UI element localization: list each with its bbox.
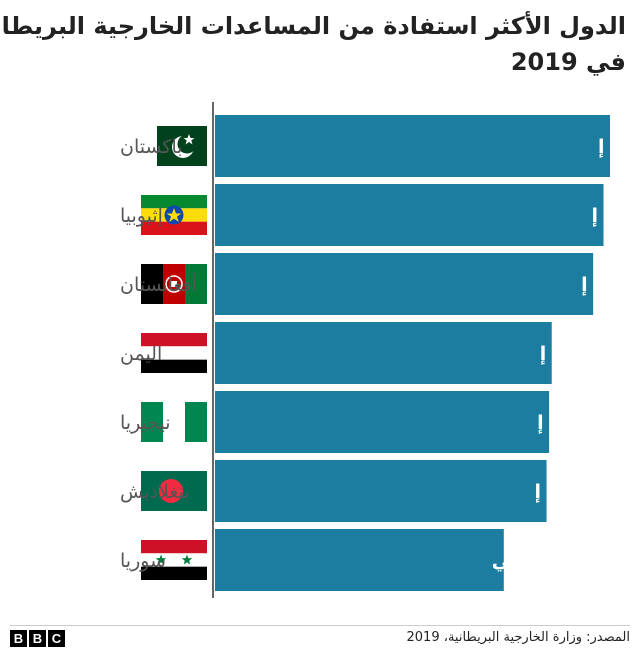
- bar: [215, 184, 604, 246]
- syria-flag: [141, 540, 207, 580]
- bbc-logo-letter: C: [48, 630, 65, 647]
- category-label: أفغانستان: [120, 272, 197, 296]
- bar: [215, 253, 594, 315]
- ethiopia-flag: [141, 195, 207, 235]
- bar-value-label: 292 ج إ: [581, 274, 640, 296]
- bar-value-label: 223 مليون جنيه إسترليني: [492, 550, 640, 572]
- chart-title-line-2: في 2019: [510, 48, 626, 76]
- bar: [215, 115, 610, 177]
- yemen-flag: [141, 333, 207, 373]
- category-label: اليمن: [120, 343, 162, 365]
- bar-value-label: 305 ج إ: [598, 136, 640, 158]
- nigeria-flag: [141, 402, 207, 442]
- bar-value-label: 300 ج إ: [592, 205, 640, 227]
- bar-chart: 305 ج إ باكستان 300 ج إ إثيوبيا 292 ج إ أفغان…: [120, 102, 640, 598]
- bbc-logo-letter: B: [29, 630, 46, 647]
- chart-title: الدول الأكثر استفادة من المساعدات الخارج…: [0, 8, 626, 80]
- bangladesh-flag: [141, 471, 207, 511]
- footer-divider: [10, 625, 630, 626]
- bar: [215, 391, 550, 453]
- category-label: بنغلاديش: [120, 481, 190, 503]
- category-label: إثيوبيا: [120, 205, 163, 228]
- bar: [215, 529, 504, 591]
- afghanistan-flag: [141, 264, 207, 304]
- bar: [215, 322, 552, 384]
- category-label: نيجيريا: [120, 412, 171, 434]
- category-label: سوريا: [120, 550, 166, 572]
- chart-title-line-1: الدول الأكثر استفادة من المساعدات الخارج…: [0, 12, 626, 40]
- source-note: المصدر: وزارة الخارجية البريطانية، 2019: [406, 630, 630, 645]
- bar-value-label: 256 مليون ج إ: [535, 481, 640, 503]
- bar-value-label: 258 ج إ: [537, 412, 610, 434]
- bar: [215, 460, 547, 522]
- bbc-logo-letter: B: [10, 630, 27, 647]
- pakistan-flag: [141, 126, 207, 166]
- bbc-logo: B B C: [10, 630, 65, 647]
- bar-value-label: 260 ج إ: [540, 343, 613, 365]
- category-label: باكستان: [120, 136, 183, 158]
